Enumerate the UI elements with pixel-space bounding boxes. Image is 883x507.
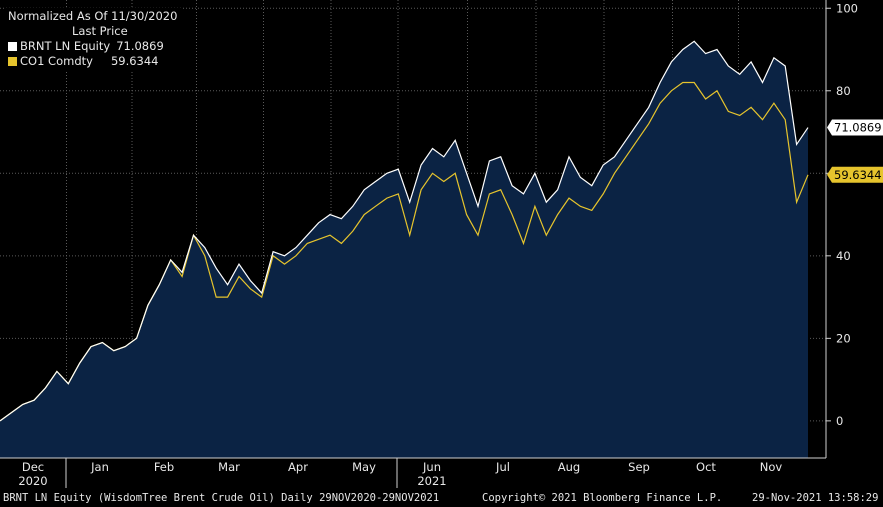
x-year-label: 2021 [417,474,446,488]
x-tick-label: Mar [218,460,240,474]
legend-normalized-header: Normalized As Of 11/30/2020 [8,9,178,23]
x-tick-label: Aug [558,460,580,474]
footer-timestamp: 29-Nov-2021 13:58:29 [752,492,879,504]
brnt-series-line [0,40,809,422]
x-tick-label: Jul [495,460,510,474]
x-tick-label: May [352,460,376,474]
last-price-tags: 71.0869 59.6344 [827,119,883,183]
x-tick-label: Dec [22,460,44,474]
co1-last-price-tag-value: 59.6344 [834,168,882,182]
legend-co1-label: CO1 Comdty [20,54,93,68]
legend-item-brnt: BRNT LN Equity 71.0869 [8,39,177,54]
x-tick-label: Apr [288,460,308,474]
x-axis-ticks: Dec Jan Feb Mar Apr May Jun Jul Aug Sep Oct Nov 2020… [18,458,782,488]
x-year-label: 2020 [18,474,47,488]
brnt-area-fill [0,41,808,459]
x-tick-label: Jun [422,460,441,474]
y-tick-label: 0 [836,414,843,428]
footer-copyright: Copyright© 2021 Bloomberg Finance L.P. [482,492,723,504]
brnt-last-price-tag-box [827,119,883,136]
legend-item-co1: CO1 Comdty 59.6344 [8,54,177,69]
chart-legend: Normalized As Of 11/30/2020 Last Price B… [4,8,182,70]
x-tick-label: Feb [154,460,174,474]
footer-security-description: BRNT LN Equity (WisdomTree Brent Crude O… [3,492,440,504]
y-tick-label: 20 [836,331,851,345]
x-tick-label: Jan [90,460,109,474]
co1-last-price-tag-box [827,166,883,183]
x-tick-label: Nov [760,460,783,474]
legend-brnt-value: 71.0869 [116,39,164,53]
brnt-last-price-tag-value: 71.0869 [834,121,882,135]
x-tick-label: Oct [696,460,716,474]
y-tick-label: 100 [836,1,858,15]
brnt-swatch-icon [8,42,17,51]
y-tick-label: 80 [836,84,851,98]
price-chart: 020406080100 DecJanFebMarAprMayJunJulAug… [0,0,883,490]
co1-last-price-tag: 59.6344 [827,166,883,183]
co1-swatch-icon [8,57,17,66]
y-tick-label: 40 [836,249,851,263]
x-tick-label: Sep [628,460,650,474]
legend-last-price-header: Last Price [72,24,128,38]
brnt-last-price-tag: 71.0869 [827,119,883,136]
legend-brnt-label: BRNT LN Equity [20,39,111,53]
legend-co1-value: 59.6344 [110,54,159,68]
chart-footer: BRNT LN Equity (WisdomTree Brent Crude O… [0,490,883,507]
